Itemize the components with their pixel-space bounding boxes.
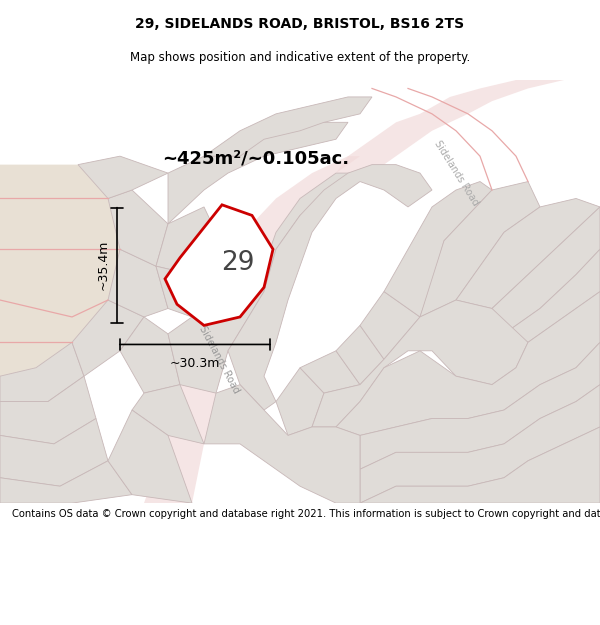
Polygon shape — [144, 156, 360, 503]
Polygon shape — [108, 249, 168, 317]
Polygon shape — [456, 199, 600, 309]
Polygon shape — [300, 351, 360, 393]
Text: ~30.3m: ~30.3m — [170, 357, 220, 370]
Text: 29: 29 — [221, 249, 254, 276]
Text: Sidelands Road: Sidelands Road — [432, 139, 480, 208]
Polygon shape — [156, 207, 228, 274]
Polygon shape — [0, 419, 108, 486]
Polygon shape — [360, 427, 600, 503]
Text: ~425m²/~0.105ac.: ~425m²/~0.105ac. — [162, 149, 349, 168]
Polygon shape — [360, 342, 600, 469]
Polygon shape — [336, 80, 564, 173]
Text: Sidelands Road: Sidelands Road — [197, 324, 241, 394]
Polygon shape — [336, 291, 600, 436]
Polygon shape — [108, 410, 192, 503]
Polygon shape — [204, 384, 360, 503]
Polygon shape — [0, 164, 120, 376]
Polygon shape — [165, 205, 273, 326]
Polygon shape — [108, 190, 168, 266]
Polygon shape — [204, 97, 372, 156]
Polygon shape — [168, 173, 360, 393]
Polygon shape — [156, 258, 264, 317]
Polygon shape — [72, 300, 144, 376]
Polygon shape — [336, 326, 384, 384]
Polygon shape — [132, 384, 204, 444]
Polygon shape — [360, 384, 600, 503]
Polygon shape — [492, 207, 600, 334]
Polygon shape — [0, 461, 132, 503]
Polygon shape — [228, 164, 432, 410]
Polygon shape — [276, 368, 324, 436]
Text: Map shows position and indicative extent of the property.: Map shows position and indicative extent… — [130, 51, 470, 64]
Polygon shape — [312, 300, 528, 427]
Polygon shape — [420, 181, 540, 317]
Polygon shape — [504, 249, 600, 342]
Text: ~35.4m: ~35.4m — [97, 240, 110, 290]
Polygon shape — [0, 342, 84, 402]
Text: Contains OS data © Crown copyright and database right 2021. This information is : Contains OS data © Crown copyright and d… — [12, 509, 600, 519]
Polygon shape — [168, 122, 348, 224]
Polygon shape — [0, 376, 96, 444]
Text: 29, SIDELANDS ROAD, BRISTOL, BS16 2TS: 29, SIDELANDS ROAD, BRISTOL, BS16 2TS — [136, 17, 464, 31]
Polygon shape — [360, 291, 420, 359]
Polygon shape — [384, 181, 492, 317]
Polygon shape — [120, 317, 180, 393]
Polygon shape — [78, 156, 168, 199]
